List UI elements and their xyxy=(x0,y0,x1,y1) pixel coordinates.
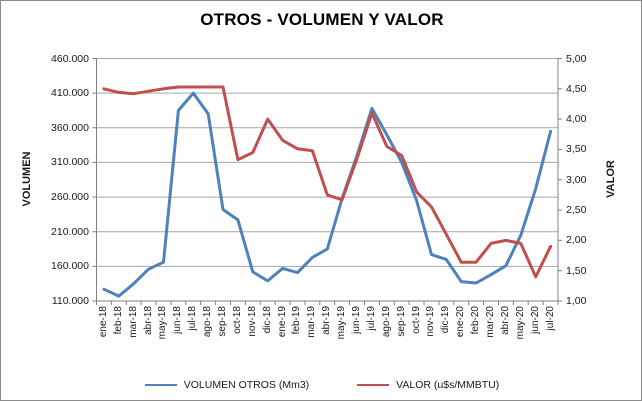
legend-label-valor: VALOR (u$s/MMBTU) xyxy=(396,379,500,391)
left-axis-tick-label: 410.000 xyxy=(51,87,89,100)
right-axis-tick-label: 2,00 xyxy=(566,234,587,247)
volumen-series-line xyxy=(102,91,553,298)
x-axis-label: ago-19 xyxy=(380,306,392,338)
left-axis-tick-label: 310.000 xyxy=(51,156,89,169)
volumen-line-swatch xyxy=(144,384,177,386)
x-axis-label: ene-19 xyxy=(276,306,288,338)
x-axis-label: may-18 xyxy=(157,306,169,340)
x-axis-label: sep-18 xyxy=(217,306,229,337)
x-axis-label: may-20 xyxy=(514,306,526,340)
x-axis-label: feb-18 xyxy=(112,306,124,335)
x-axis-label: jul-19 xyxy=(365,306,377,331)
x-axis-label: dic-19 xyxy=(440,306,452,334)
valor-series-line xyxy=(102,85,553,279)
right-axis-tick-label: 4,00 xyxy=(566,113,587,126)
x-axis-label: feb-19 xyxy=(291,306,303,335)
left-axis-tick-label: 260.000 xyxy=(51,191,89,204)
right-axis-tick-label: 1,00 xyxy=(566,295,587,307)
x-axis-label: may-19 xyxy=(336,306,348,340)
x-axis-label: abr-20 xyxy=(499,306,511,335)
valor-line-swatch xyxy=(357,384,390,386)
chart-title: OTROS - VOLUMEN Y VALOR xyxy=(200,10,444,29)
left-axis-tick-label: 160.000 xyxy=(51,260,89,273)
x-axis-label: ene-18 xyxy=(97,306,109,338)
left-axis-tick-label: 460.000 xyxy=(51,52,89,65)
x-axis-label: jun-18 xyxy=(172,306,184,334)
x-axis-label: jun-20 xyxy=(529,306,541,334)
x-axis-label: ago-18 xyxy=(202,306,214,338)
legend-item-valor: VALOR (u$s/MMBTU) xyxy=(357,379,499,391)
left-axis-tick-label: 110.000 xyxy=(51,295,89,307)
x-axis-label: jun-19 xyxy=(351,306,363,334)
x-axis-label: sep-19 xyxy=(395,306,407,337)
right-axis-tick-label: 3,00 xyxy=(566,173,587,186)
left-axis-tick-label: 210.000 xyxy=(51,225,89,238)
x-axis-label: feb-20 xyxy=(470,306,482,335)
legend: VOLUMEN OTROS (Mm3) VALOR (u$s/MMBTU) xyxy=(1,379,641,391)
right-axis-tick-label: 2,50 xyxy=(566,204,587,217)
x-axis-label: jul-18 xyxy=(187,306,199,331)
legend-label-volumen: VOLUMEN OTROS (Mm3) xyxy=(183,379,310,391)
right-axis-tick-label: 1,50 xyxy=(566,264,587,277)
x-axis-label: mar-20 xyxy=(485,306,496,338)
right-axis-tick-label: 5,00 xyxy=(566,52,587,65)
x-axis-label: abr-19 xyxy=(321,306,333,335)
x-axis-label: nov-18 xyxy=(246,306,258,337)
x-axis-label: ene-20 xyxy=(455,306,467,338)
right-axis-tick-label: 4,50 xyxy=(566,82,587,95)
x-axis-label: jul-20 xyxy=(544,306,556,331)
x-axis-label: mar-19 xyxy=(306,306,318,338)
x-axis-label: nov-19 xyxy=(425,306,437,337)
x-axis-label: dic-18 xyxy=(261,306,273,334)
legend-item-volumen: VOLUMEN OTROS (Mm3) xyxy=(144,379,310,391)
x-axis-label: abr-18 xyxy=(142,306,154,335)
right-axis-tick-label: 3,50 xyxy=(566,143,587,156)
x-axis-label: mar-18 xyxy=(127,306,139,338)
x-axis-label: oct-18 xyxy=(231,306,243,334)
x-axis-label: oct-19 xyxy=(410,306,422,334)
left-axis-tick-label: 360.000 xyxy=(51,121,89,134)
